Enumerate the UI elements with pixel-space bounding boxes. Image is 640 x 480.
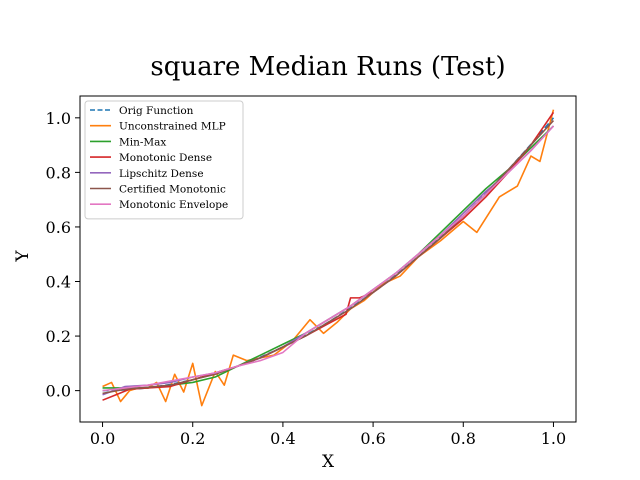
axes-frame <box>79 95 577 423</box>
y-axis-label: Y <box>13 250 33 263</box>
legend-entry-label: Lipschitz Dense <box>119 168 204 180</box>
legend-entry-label: Unconstrained MLP <box>119 121 226 133</box>
legend-entry-label: Monotonic Dense <box>119 152 212 164</box>
x-tick-label: 0.0 <box>90 429 115 448</box>
legend-entry-label: Orig Function <box>119 105 194 117</box>
x-tick-label: 0.8 <box>451 429 476 448</box>
y-axis: 0.0 0.2 0.4 0.6 0.8 1.0 <box>46 109 80 401</box>
x-tick-label: 0.6 <box>360 429 385 448</box>
legend-entry-label: Min-Max <box>119 136 166 148</box>
x-axis-label: X <box>322 452 335 472</box>
y-tick-label: 0.2 <box>46 327 71 346</box>
y-tick-label: 0.0 <box>46 382 71 401</box>
y-tick-label: 0.8 <box>46 163 71 182</box>
plot-area <box>102 109 555 407</box>
series-line-monotonic-dense <box>102 111 555 401</box>
y-tick-label: 0.6 <box>46 218 71 237</box>
series-line-monotonic-envelope <box>102 125 555 392</box>
x-tick-label: 1.0 <box>541 429 566 448</box>
legend-entry-label: Monotonic Envelope <box>119 199 228 211</box>
x-tick-label: 0.4 <box>270 429 295 448</box>
x-tick-label: 0.2 <box>180 429 205 448</box>
legend: Orig Function Unconstrained MLP Min-Max Mon… <box>84 100 244 220</box>
y-tick-label: 0.4 <box>46 273 71 292</box>
chart-title: square Median Runs (Test) <box>150 52 505 82</box>
legend-entry-label: Certified Monotonic <box>119 184 226 196</box>
y-tick-label: 1.0 <box>46 109 71 128</box>
legend-box <box>84 100 244 220</box>
x-axis: 0.0 0.2 0.4 0.6 0.8 1.0 <box>90 422 566 448</box>
